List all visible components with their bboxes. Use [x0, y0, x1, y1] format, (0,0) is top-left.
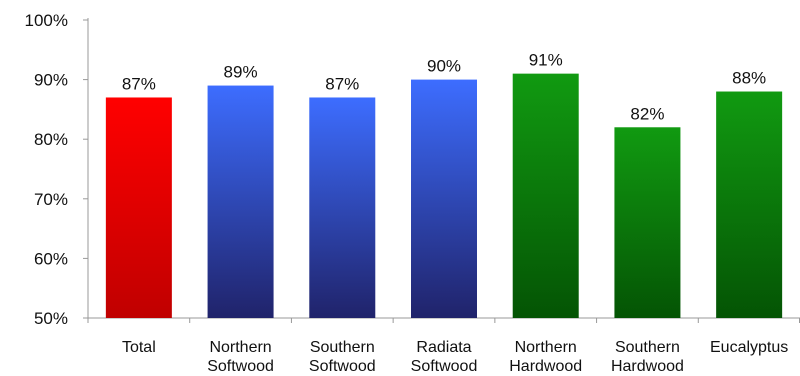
bar-5 — [614, 127, 681, 318]
category-label: Radiata Softwood — [411, 339, 478, 375]
x-axis — [87, 317, 800, 323]
category-label: Southern Softwood — [309, 339, 376, 375]
data-label: 89% — [224, 63, 258, 82]
bar-2 — [309, 97, 376, 318]
y-axis: 50% 60% 70% 80% 90% 100% — [25, 11, 89, 328]
category-label: Northern Hardwood — [509, 339, 582, 375]
data-label: 91% — [529, 51, 563, 70]
category-labels: Total Northern Softwood Southern Softwood Rad… — [122, 339, 788, 375]
category-label: Total — [122, 339, 156, 356]
y-tick-label: 50% — [34, 309, 68, 328]
data-label: 88% — [732, 69, 766, 88]
data-label: 90% — [427, 57, 461, 76]
category-label: Northern Softwood — [207, 339, 274, 375]
data-label: 87% — [122, 74, 156, 93]
bar-0 — [105, 97, 172, 318]
y-tick-label: 100% — [25, 11, 68, 30]
category-label: Eucalyptus — [710, 339, 788, 356]
y-tick-label: 90% — [34, 71, 68, 90]
bar-3 — [411, 79, 477, 318]
category-label: Southern Hardwood — [611, 339, 684, 375]
data-label: 82% — [630, 104, 664, 123]
y-tick-label: 60% — [34, 249, 68, 268]
data-label: 87% — [325, 74, 359, 93]
y-tick-label: 70% — [34, 190, 68, 209]
bars — [105, 73, 783, 319]
y-tick-label: 80% — [34, 130, 68, 149]
bar-6 — [716, 91, 783, 319]
data-labels: 87% 89% 87% 90% 91% 82% 88% — [122, 51, 766, 124]
bar-4 — [512, 73, 579, 318]
bar-1 — [207, 85, 274, 318]
